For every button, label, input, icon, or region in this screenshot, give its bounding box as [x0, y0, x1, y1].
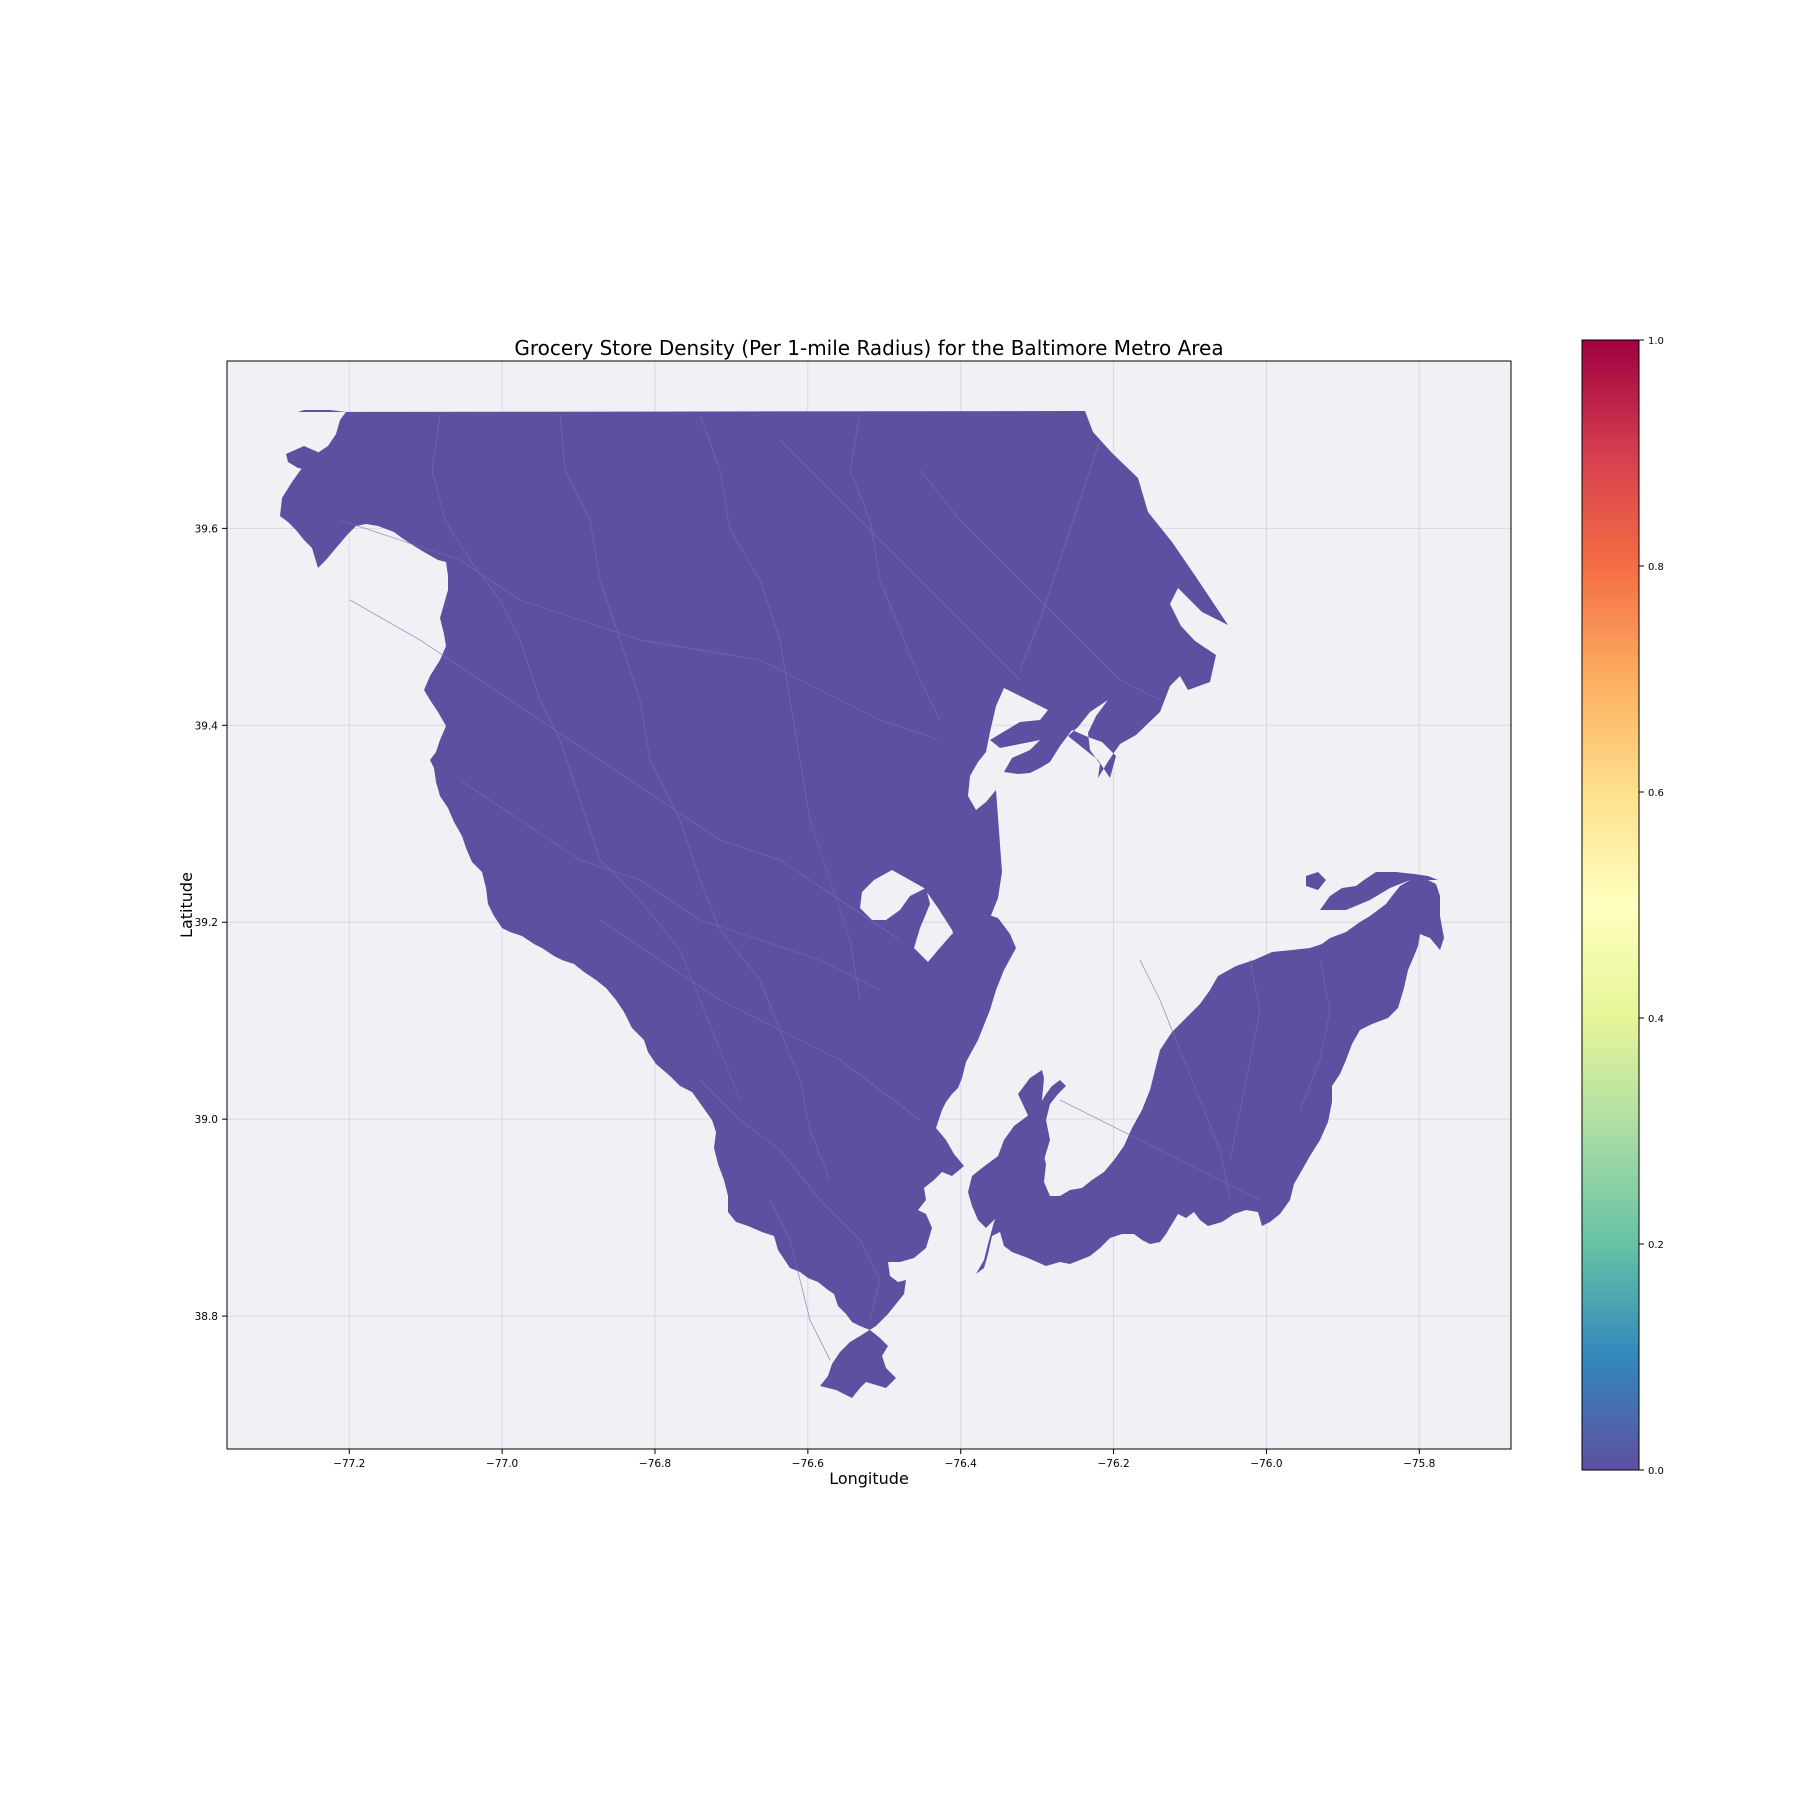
- region-eastern-shore: [976, 880, 1444, 1274]
- region-western-shore: [280, 410, 1228, 1398]
- x-axis-ticks: −77.2 −77.0 −76.8 −76.6 −76.4 −76.2 −76.0 −75.8: [333, 1449, 1435, 1470]
- region-small-island: [1306, 872, 1326, 890]
- y-tick-label: 39.2: [195, 917, 218, 929]
- map-regions: [280, 410, 1444, 1398]
- x-tick-label: −75.8: [1403, 1458, 1435, 1470]
- chart-title: Grocery Store Density (Per 1-mile Radius…: [514, 336, 1223, 360]
- region-borders: [339, 414, 1331, 1361]
- colorbar-gradient: [1581, 339, 1640, 1471]
- x-tick-label: −76.6: [792, 1458, 824, 1470]
- colorbar-tick-label: 0.4: [1648, 1014, 1664, 1025]
- x-tick-label: −76.2: [1097, 1458, 1129, 1470]
- colorbar-tick-label: 1.0: [1648, 336, 1664, 347]
- region-eastern-shore-ne: [1320, 872, 1438, 910]
- y-axis-label: Latitude: [177, 872, 196, 938]
- x-tick-label: −76.0: [1250, 1458, 1282, 1470]
- colorbar-tick-label: 0.6: [1648, 788, 1664, 799]
- region-kent-island: [968, 1080, 1066, 1228]
- x-tick-label: −76.8: [639, 1458, 671, 1470]
- colorbar-tick-label: 0.2: [1648, 1240, 1664, 1251]
- colorbar-tick-label: 0.8: [1648, 562, 1664, 573]
- y-axis-ticks: 38.8 39.0 39.2 39.4 39.6: [195, 523, 227, 1323]
- y-tick-label: 39.6: [195, 523, 219, 535]
- colorbar-tick-label: 0.0: [1648, 1466, 1664, 1477]
- x-axis-label: Longitude: [829, 1469, 909, 1488]
- region-west-notch: [286, 446, 318, 470]
- colorbar: 0.0 0.2 0.4 0.6 0.8 1.0: [1581, 336, 1664, 1477]
- plot-frame: [226, 360, 1512, 1450]
- y-tick-label: 39.0: [195, 1114, 218, 1126]
- x-tick-label: −76.4: [945, 1458, 977, 1470]
- y-tick-label: 39.4: [195, 720, 219, 732]
- x-tick-label: −77.0: [486, 1458, 518, 1470]
- y-tick-label: 38.8: [195, 1311, 218, 1323]
- x-tick-label: −77.2: [333, 1458, 365, 1470]
- colorbar-ticks: 0.0 0.2 0.4 0.6 0.8 1.0: [1639, 336, 1664, 1477]
